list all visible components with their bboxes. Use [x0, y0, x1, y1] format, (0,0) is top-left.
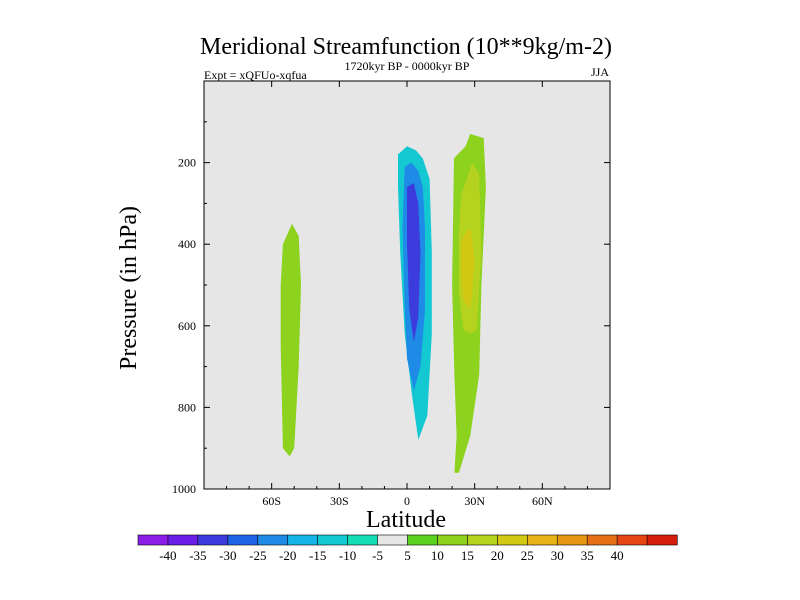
x-tick-label: 60N: [532, 494, 553, 508]
chart-title: Meridional Streamfunction (10**9kg/m-2): [200, 34, 612, 60]
colorbar-label: 10: [431, 548, 444, 563]
colorbar-box: [347, 534, 379, 546]
subtitle-left: Expt = xQFUo-xqfua: [204, 68, 307, 82]
colorbar-box: [407, 534, 439, 546]
colorbar-label: 35: [581, 548, 594, 563]
colorbar-box: [556, 534, 588, 546]
x-tick-label: 60S: [262, 494, 281, 508]
colorbar-label: -30: [219, 548, 236, 563]
y-tick-label: 200: [178, 156, 196, 170]
axes: 60S 30S 0 30N 60N 200 400 600 800 1000: [172, 80, 611, 508]
colorbar-label: 25: [521, 548, 534, 563]
contour-region-40s-band-neg5: [319, 130, 329, 449]
colorbar-box: [616, 534, 648, 546]
subtitle-center: 1720kyr BP - 0000kyr BP: [345, 59, 470, 73]
contour-region-70s-streak-neg5: [249, 81, 252, 416]
colorbar-box: [497, 534, 528, 546]
colorbar-box: [646, 534, 678, 546]
contour-region-20n-band-neg5: [443, 81, 455, 367]
contour-region-top-streak-neg5: [495, 81, 500, 118]
colorbar-box: [317, 534, 349, 546]
colorbar-box: [526, 534, 558, 546]
colorbar-box: [137, 534, 169, 546]
colorbar-label: -40: [159, 548, 176, 563]
contour-region-75s-streak-neg5: [233, 81, 238, 163]
colorbar-label: -20: [279, 548, 296, 563]
x-axis-label: Latitude: [366, 507, 446, 533]
y-axis-label: Pressure (in hPa): [116, 206, 142, 370]
y-tick-label: 1000: [172, 482, 196, 496]
colorbar-box: [377, 534, 409, 546]
contour-region-25n-20: [461, 227, 475, 310]
colorbar-label: -15: [309, 548, 326, 563]
y-tick-label: 600: [178, 319, 196, 333]
colorbar-label: -35: [189, 548, 206, 563]
colorbar-label: 30: [551, 548, 564, 563]
colorbar-box: [586, 534, 618, 546]
colorbar-label: -25: [249, 548, 266, 563]
x-tick-label: 0: [404, 494, 410, 508]
colorbar: -40 -35 -30 -25 -20 -15 -10 -5 5 10 15 20 25 30 35 40: [137, 534, 678, 563]
colorbar-label: -10: [339, 548, 356, 563]
colorbar-label: 5: [404, 548, 411, 563]
colorbar-box: [227, 534, 259, 546]
colorbar-label: -5: [372, 548, 383, 563]
contour-region-55s-10: [280, 223, 301, 457]
x-tick-label: 30S: [330, 494, 349, 508]
colorbar-label: 15: [461, 548, 474, 563]
contour-region-30s-band-neg5: [337, 121, 356, 473]
colorbar-box: [167, 534, 199, 546]
colorbar-box: [437, 534, 468, 546]
colorbar-label: 40: [611, 548, 624, 563]
y-tick-label: 400: [178, 237, 196, 251]
contour-regions: [233, 81, 500, 481]
subtitle-right: JJA: [591, 65, 609, 79]
colorbar-box: [257, 534, 289, 546]
colorbar-label: 20: [491, 548, 504, 563]
colorbar-box: [287, 534, 319, 546]
x-tick-label: 30N: [464, 494, 485, 508]
contour-region-eq-neg35: [407, 183, 421, 343]
colorbar-box: [467, 534, 498, 546]
colorbar-box: [197, 534, 229, 546]
y-tick-label: 800: [178, 400, 196, 414]
